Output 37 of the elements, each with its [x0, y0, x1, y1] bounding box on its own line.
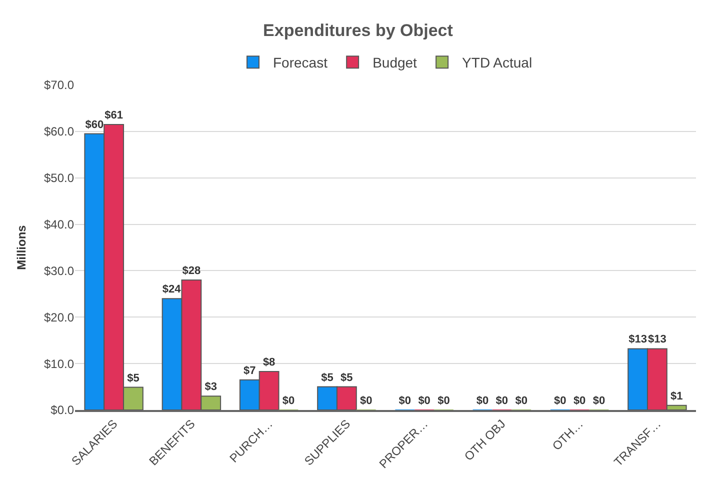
y-tick-label: $60.0 — [44, 124, 74, 139]
y-axis-title: Millions — [14, 224, 28, 270]
data-label: $0 — [515, 395, 528, 407]
y-tick-label: $40.0 — [44, 217, 74, 232]
data-label: $0 — [496, 395, 508, 407]
data-label: $1 — [670, 390, 683, 402]
y-tick-label: $30.0 — [44, 264, 74, 278]
data-label: $8 — [262, 356, 276, 368]
legend-label: Budget — [372, 54, 418, 71]
data-label: $0 — [360, 395, 372, 407]
legend-label: YTD Actual — [462, 54, 532, 71]
data-label: $5 — [321, 372, 334, 384]
y-tick-label: $50.0 — [44, 171, 74, 186]
data-label: $0 — [282, 395, 295, 407]
y-tick-label: $20.0 — [44, 310, 74, 324]
data-label: $0 — [554, 395, 566, 407]
data-label: $61 — [104, 109, 123, 122]
chart-title: Expenditures by Object — [263, 21, 454, 40]
y-tick-label: $10.0 — [44, 356, 74, 371]
data-label: $60 — [85, 118, 104, 131]
data-label: $0 — [398, 395, 412, 407]
data-label: $7 — [244, 364, 256, 377]
data-label: $5 — [340, 372, 353, 384]
data-label: $13 — [648, 334, 666, 346]
data-label: $13 — [628, 334, 647, 346]
legend-label: Forecast — [273, 54, 328, 71]
data-label: $0 — [418, 395, 430, 407]
y-tick-label: $70.0 — [44, 78, 74, 92]
data-label: $0 — [573, 395, 586, 407]
data-label: $5 — [127, 372, 140, 384]
data-label: $3 — [204, 381, 217, 394]
y-tick-label: $0.0 — [50, 403, 74, 418]
data-label: $0 — [592, 395, 606, 407]
data-label: $0 — [476, 395, 489, 407]
data-label: $0 — [438, 395, 450, 407]
data-label: $24 — [162, 284, 182, 296]
data-label: $28 — [182, 265, 201, 277]
